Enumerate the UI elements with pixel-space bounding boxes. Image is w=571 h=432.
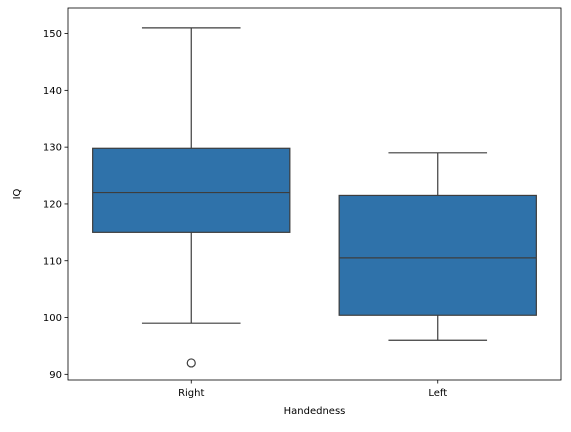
y-axis: 90 100 110 120 130 140 150 — [43, 29, 68, 381]
x-tick-label: Left — [428, 388, 447, 399]
y-tick-label: 140 — [43, 86, 62, 97]
x-axis-label: Handedness — [284, 406, 346, 417]
box — [338, 194, 537, 316]
box-group-left — [338, 152, 537, 341]
y-axis-label: IQ — [12, 188, 23, 199]
y-tick-label: 100 — [43, 313, 62, 324]
y-tick-label: 120 — [43, 200, 62, 211]
x-tick-label: Right — [178, 388, 204, 399]
y-tick-label: 130 — [43, 143, 62, 154]
y-tick-label: 110 — [43, 256, 62, 267]
plot-area — [92, 27, 537, 368]
y-tick-label: 150 — [43, 29, 62, 40]
outlier-point — [186, 358, 196, 368]
x-axis: Right Left — [178, 380, 447, 399]
box — [92, 147, 291, 233]
box-group-right — [92, 27, 291, 368]
axes-frame — [67, 7, 562, 381]
y-tick-label: 90 — [49, 370, 62, 381]
